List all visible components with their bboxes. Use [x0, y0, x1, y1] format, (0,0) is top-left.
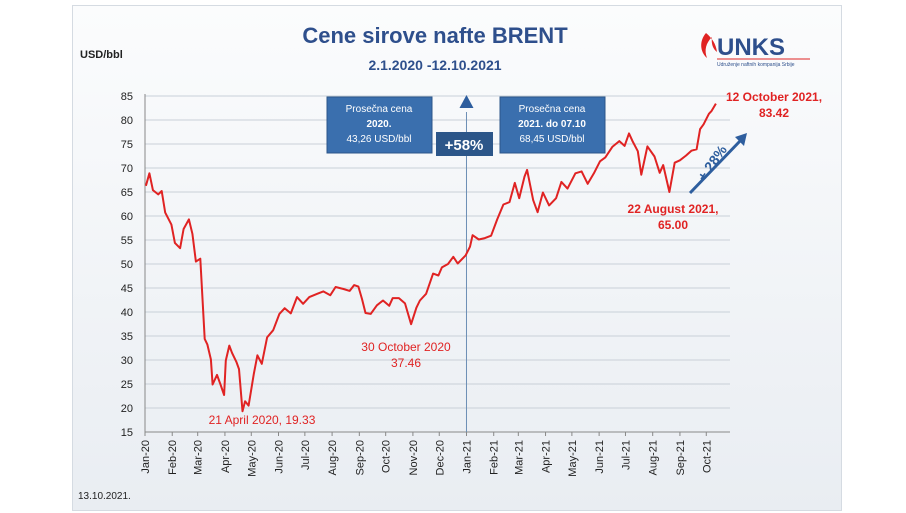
- y-tick-label: 25: [121, 379, 133, 391]
- annotation-text: 83.42: [759, 106, 789, 120]
- y-tick-label: 85: [121, 91, 133, 103]
- x-tick-label: Jun-20: [274, 440, 286, 474]
- chart-title: Cene sirove nafte BRENT: [302, 23, 568, 48]
- y-tick-label: 20: [121, 403, 133, 415]
- x-tick-label: Oct-20: [381, 440, 393, 473]
- y-tick-label: 65: [121, 187, 133, 199]
- footer-date: 13.10.2021.: [78, 491, 131, 502]
- average-price-text: 43,26 USD/bbl: [346, 134, 411, 145]
- change-58-label: +58%: [445, 137, 484, 154]
- y-tick-label: 80: [121, 115, 133, 127]
- y-tick-label: 50: [121, 259, 133, 271]
- y-tick-label: 30: [121, 355, 133, 367]
- annotation-text: 37.46: [391, 356, 421, 370]
- change-28-arrowhead: [735, 133, 747, 146]
- y-tick-label: 60: [121, 211, 133, 223]
- x-tick-label: May-21: [567, 440, 579, 477]
- x-tick-label: Nov-20: [408, 440, 420, 475]
- x-tick-label: Jun-21: [594, 440, 606, 474]
- y-tick-label: 75: [121, 139, 133, 151]
- change-58-box: [436, 132, 493, 156]
- x-tick-label: Dec-20: [434, 440, 446, 475]
- annotation-text: 21 April 2020, 19.33: [209, 413, 316, 427]
- x-tick-label: Aug-21: [648, 440, 660, 475]
- x-tick-label: Oct-21: [701, 440, 713, 473]
- annotation-text: 22 August 2021,: [628, 202, 719, 216]
- change-28-label: + 28%: [694, 142, 730, 184]
- annotation-text: 30 October 2020: [361, 340, 451, 354]
- y-tick-label: 55: [121, 235, 133, 247]
- x-tick-label: Feb-21: [489, 440, 501, 475]
- annotation-text: 12 October 2021,: [726, 90, 822, 104]
- average-price-box: [326, 96, 433, 154]
- average-price-text: Prosečna cena: [346, 104, 413, 115]
- average-price-text: Prosečna cena: [519, 104, 586, 115]
- y-tick-label: 40: [121, 307, 133, 319]
- x-tick-label: Jul-20: [300, 440, 312, 470]
- y-axis-label: USD/bbl: [80, 49, 123, 61]
- unks-flame-icon: [701, 33, 717, 58]
- chart-subtitle: 2.1.2020 -12.10.2021: [368, 57, 501, 73]
- year-divider-arrowhead: [459, 95, 474, 108]
- annotation-text: 65.00: [658, 218, 688, 232]
- y-tick-label: 15: [121, 427, 133, 439]
- y-tick-label: 70: [121, 163, 133, 175]
- y-tick-label: 35: [121, 331, 133, 343]
- x-tick-label: Aug-20: [327, 440, 339, 475]
- x-tick-label: Apr-21: [541, 440, 553, 473]
- x-tick-label: Mar-21: [513, 440, 525, 475]
- average-price-text: 2021. do 07.10: [518, 119, 586, 130]
- x-tick-label: Sep-21: [675, 440, 687, 475]
- change-28-arrow: [688, 138, 743, 195]
- x-tick-label: Jan-20: [140, 440, 152, 474]
- x-tick-label: Feb-20: [167, 440, 179, 475]
- y-tick-label: 45: [121, 283, 133, 295]
- brent-price-line: [144, 103, 717, 413]
- logo-subtitle: Udruženje naftnih kompanija Srbije: [717, 62, 795, 68]
- x-tick-label: Sep-20: [354, 440, 366, 475]
- x-tick-label: Mar-20: [193, 440, 205, 475]
- x-tick-label: Apr-20: [220, 440, 232, 473]
- logo-name: UNKS: [717, 34, 785, 61]
- x-tick-label: May-20: [246, 440, 258, 477]
- average-price-text: 68,45 USD/bbl: [519, 134, 584, 145]
- average-price-text: 2020.: [366, 119, 391, 130]
- x-tick-label: Jul-21: [620, 440, 632, 470]
- x-tick-label: Jan-21: [461, 440, 473, 474]
- average-price-box: [499, 96, 606, 154]
